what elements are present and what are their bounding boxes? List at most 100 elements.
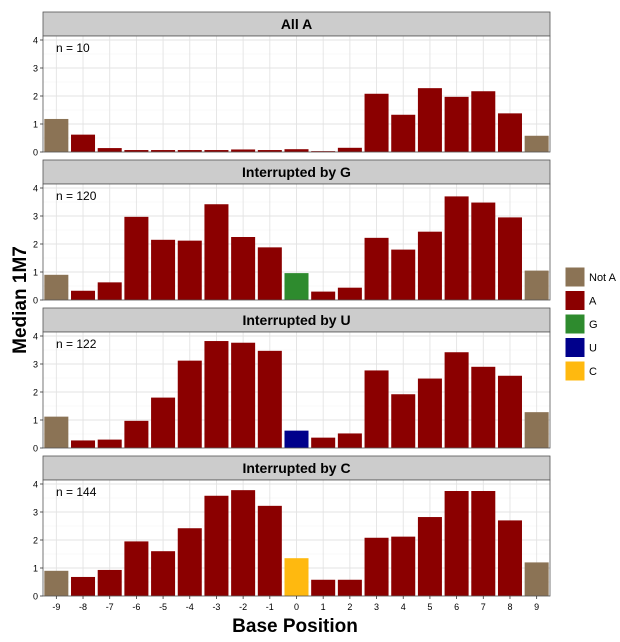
bar xyxy=(204,341,229,448)
x-tick-label: -9 xyxy=(52,602,60,612)
bar xyxy=(151,239,176,300)
x-tick-label: -3 xyxy=(212,602,220,612)
bar xyxy=(204,204,229,300)
bar xyxy=(337,147,362,152)
legend-swatch xyxy=(564,337,586,358)
legend-label: U xyxy=(589,343,597,355)
y-tick-label: 0 xyxy=(33,444,38,454)
legend-label: A xyxy=(589,296,597,308)
bar xyxy=(71,290,96,300)
bar xyxy=(471,491,496,596)
sample-size-annotation: n = 144 xyxy=(56,485,97,499)
bar xyxy=(97,148,122,152)
bar xyxy=(97,439,122,448)
y-tick-label: 2 xyxy=(33,388,38,398)
legend-label: C xyxy=(589,366,597,378)
bar xyxy=(284,430,309,448)
bar xyxy=(124,420,149,448)
x-tick-label: -1 xyxy=(266,602,274,612)
bar xyxy=(417,378,442,448)
bar xyxy=(497,520,522,596)
bar xyxy=(231,342,256,448)
x-tick-label: -2 xyxy=(239,602,247,612)
bar xyxy=(337,287,362,300)
bar xyxy=(524,270,549,300)
y-tick-label: 2 xyxy=(33,240,38,250)
bar xyxy=(97,569,122,596)
bar xyxy=(524,562,549,596)
facet-title: Interrupted by U xyxy=(242,312,350,328)
y-tick-label: 1 xyxy=(33,120,38,130)
x-tick-label: -6 xyxy=(132,602,140,612)
y-tick-label: 2 xyxy=(33,536,38,546)
bar xyxy=(71,134,96,152)
bar xyxy=(124,541,149,596)
x-tick-label: 2 xyxy=(347,602,352,612)
bar xyxy=(151,150,176,152)
bar xyxy=(444,96,469,152)
bar xyxy=(44,570,69,596)
x-tick-label: -5 xyxy=(159,602,167,612)
bar xyxy=(311,437,336,448)
bar xyxy=(231,237,256,300)
sample-size-annotation: n = 120 xyxy=(56,189,97,203)
bar xyxy=(364,237,389,300)
x-tick-label: -7 xyxy=(106,602,114,612)
x-tick-label: 7 xyxy=(481,602,486,612)
facet-title: Interrupted by G xyxy=(242,164,351,180)
bar xyxy=(71,576,96,596)
y-tick-label: 4 xyxy=(33,480,38,490)
x-axis-title: Base Position xyxy=(232,616,358,637)
facet-strip xyxy=(42,11,551,37)
x-tick-label: 6 xyxy=(454,602,459,612)
bar xyxy=(444,491,469,596)
y-tick-label: 4 xyxy=(33,332,38,342)
x-tick-label: 5 xyxy=(427,602,432,612)
y-tick-label: 0 xyxy=(33,148,38,158)
legend-swatch xyxy=(564,266,586,288)
bar xyxy=(497,113,522,152)
bar xyxy=(444,352,469,448)
y-tick-label: 4 xyxy=(33,184,38,194)
y-tick-label: 3 xyxy=(33,508,38,518)
bar xyxy=(337,579,362,596)
y-axis-title: Median 1M7 xyxy=(10,246,31,354)
y-tick-label: 2 xyxy=(33,92,38,102)
bar xyxy=(177,528,202,596)
bar xyxy=(417,517,442,596)
x-tick-label: 9 xyxy=(534,602,539,612)
bar xyxy=(177,150,202,152)
bar xyxy=(257,247,282,300)
bar xyxy=(44,118,69,152)
x-tick-label: 8 xyxy=(507,602,512,612)
bar xyxy=(364,537,389,596)
y-tick-label: 1 xyxy=(33,416,38,426)
bar xyxy=(204,150,229,152)
bar xyxy=(257,150,282,152)
facet-strip xyxy=(42,159,551,185)
x-tick-label: 4 xyxy=(401,602,406,612)
bar xyxy=(417,231,442,300)
y-tick-label: 1 xyxy=(33,564,38,574)
bar xyxy=(257,505,282,596)
bar xyxy=(151,551,176,596)
bar xyxy=(97,282,122,300)
bar xyxy=(391,114,416,152)
y-tick-label: 3 xyxy=(33,212,38,222)
legend-swatch xyxy=(564,360,586,382)
bar xyxy=(311,291,336,300)
x-tick-label: -8 xyxy=(79,602,87,612)
bar xyxy=(204,495,229,596)
panel-border xyxy=(42,331,551,449)
legend-label: G xyxy=(589,319,598,331)
bar xyxy=(311,151,336,152)
sample-size-annotation: n = 10 xyxy=(56,41,90,55)
bar xyxy=(471,202,496,300)
panel-border xyxy=(42,183,551,301)
x-tick-label: 0 xyxy=(294,602,299,612)
bar xyxy=(71,440,96,448)
y-tick-label: 1 xyxy=(33,268,38,278)
facet-strip xyxy=(42,307,551,333)
bar xyxy=(524,412,549,448)
